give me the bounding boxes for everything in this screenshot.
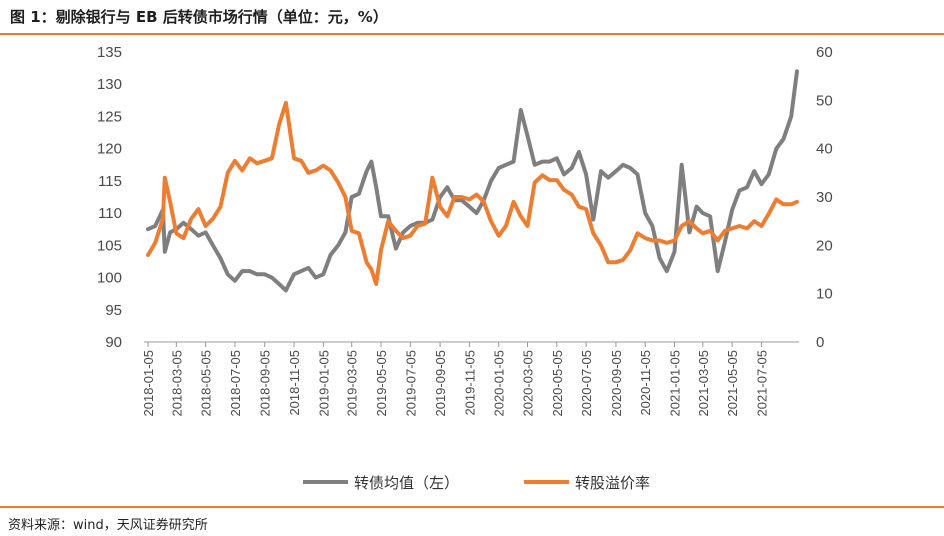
x-tick-label: 2018-01-05 [141, 350, 156, 417]
series-line-conversion-premium [146, 100, 799, 286]
legend-label-conversion-premium: 转股溢价率 [575, 474, 650, 492]
right-y-tick-label: 50 [816, 92, 833, 109]
x-tick-label: 2020-09-05 [609, 350, 624, 417]
left-y-tick-label: 135 [97, 44, 122, 61]
x-tick-label: 2019-09-05 [433, 350, 448, 417]
left-y-tick-label: 90 [105, 334, 122, 351]
x-tick-label: 2020-01-05 [492, 350, 507, 417]
x-tick-label: 2019-07-05 [403, 350, 418, 417]
series-line-bond-average [146, 69, 799, 293]
left-y-tick-label: 115 [98, 173, 122, 190]
x-tick-label: 2018-11-05 [287, 350, 302, 416]
x-tick-label: 2020-03-05 [521, 350, 536, 417]
left-y-tick-label: 125 [97, 108, 122, 125]
chart-title: 图 1：剔除银行与 EB 后转债市场行情（单位：元，%） [10, 8, 388, 26]
right-y-tick-label: 10 [816, 286, 833, 303]
right-y-axis: 0 10 20 30 40 50 60 [816, 44, 833, 351]
x-tick-label: 2018-03-05 [169, 350, 184, 417]
x-tick-label: 2021-01-05 [668, 350, 683, 417]
x-tick-label: 2021-07-05 [754, 350, 769, 417]
x-tick-label: 2019-01-05 [316, 350, 331, 417]
right-y-tick-label: 20 [816, 237, 833, 254]
left-y-tick-label: 120 [97, 141, 122, 158]
x-tick-label: 2018-09-05 [258, 350, 273, 417]
x-tick-label: 2020-11-05 [638, 350, 653, 416]
x-tick-label: 2018-07-05 [228, 350, 243, 417]
left-y-tick-label: 130 [97, 76, 122, 93]
x-tick-label: 2020-07-05 [579, 350, 594, 417]
legend: 转债均值（左） 转股溢价率 [303, 474, 650, 492]
left-y-tick-label: 95 [105, 302, 122, 319]
x-tick-label: 2019-05-05 [374, 350, 389, 417]
right-y-tick-label: 0 [816, 334, 824, 351]
x-tick-label: 2021-03-05 [696, 350, 711, 417]
left-y-axis: 90 95 100 105 110 115 120 125 130 135 [97, 44, 122, 351]
left-y-tick-label: 110 [98, 205, 122, 222]
x-tick-label: 2019-11-05 [462, 350, 477, 416]
line-chart: 90 95 100 105 110 115 120 125 130 135 0 10 20 30 40 50… [97, 44, 833, 492]
x-tick-label: 2019-03-05 [345, 350, 360, 417]
right-y-tick-label: 60 [816, 44, 833, 61]
x-tick-label: 2021-05-05 [725, 350, 740, 417]
left-y-tick-label: 105 [97, 237, 122, 254]
right-y-tick-label: 30 [816, 189, 833, 206]
x-tick-label: 2018-05-05 [199, 350, 214, 417]
source-note: 资料来源：wind，天风证券研究所 [8, 518, 208, 533]
x-axis: 2018-01-05 2018-03-05 2018-05-05 2018-07-05… [141, 342, 769, 417]
left-y-tick-label: 100 [97, 270, 122, 287]
legend-label-bond-average: 转债均值（左） [354, 474, 459, 492]
right-y-tick-label: 40 [816, 141, 833, 158]
x-tick-label: 2020-05-05 [550, 350, 565, 417]
top-divider [0, 33, 944, 35]
bottom-divider [0, 506, 944, 508]
